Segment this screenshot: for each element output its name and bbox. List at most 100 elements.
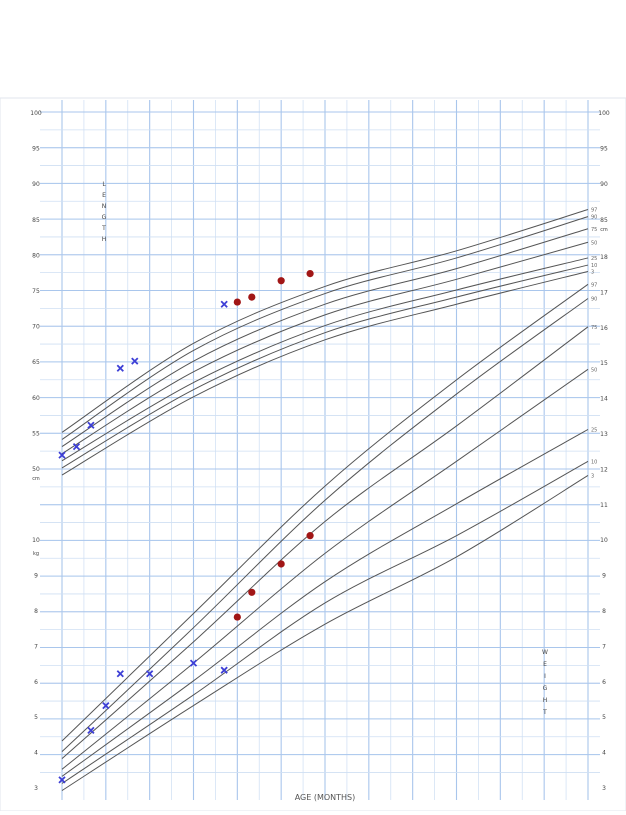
weight-percentile-label: 10	[591, 459, 597, 465]
weight-percentile-label: 75	[591, 325, 597, 331]
length-curve-p50	[61, 241, 589, 455]
weight-vertical-letter: T	[542, 709, 547, 716]
length-left-tick-label: 60	[32, 395, 40, 402]
weight-percentile-label: 90	[591, 296, 597, 302]
length-curve-p97	[61, 209, 589, 433]
length-percentile-label: 75	[591, 227, 597, 233]
weight-vertical-letter: H	[543, 697, 548, 704]
length-left-tick-label: 85	[32, 217, 40, 224]
length-left-tick-label: 100	[30, 110, 42, 117]
weight-percentile-label: 50	[591, 367, 597, 373]
length-percentile-label: 3	[591, 269, 594, 275]
length-right-tick-label: 95	[600, 146, 608, 153]
weight-left-tick-label: 6	[34, 679, 38, 686]
length-data-point-blue	[220, 300, 228, 308]
length-data-point-blue	[72, 442, 81, 451]
weight-curve-p75	[61, 326, 589, 760]
weight-curve-p97	[61, 283, 589, 742]
marker-stroke	[58, 776, 66, 784]
length-curve-p25	[61, 257, 589, 462]
length-left-tick-label: 70	[32, 324, 40, 331]
weight-data-point-red	[248, 588, 256, 596]
marker-stroke	[189, 659, 198, 667]
weight-unit-label: kg	[33, 551, 39, 557]
weight-data-point-blue	[220, 666, 228, 674]
length-right-unit-label: cm	[600, 227, 608, 233]
length-unit-label: cm	[32, 476, 40, 482]
weight-vertical-letter: G	[543, 685, 548, 692]
weight-vertical-letter: I	[544, 673, 546, 680]
length-vertical-letter: H	[102, 236, 107, 243]
length-vertical-letter: T	[101, 225, 106, 232]
weight-data-point-red	[306, 532, 314, 540]
marker-stroke	[87, 726, 95, 734]
length-data-point-blue	[116, 364, 124, 372]
length-right-tick-label: 100	[598, 110, 610, 117]
weight-data-point-blue	[116, 670, 124, 678]
weight-curve-p25	[61, 429, 589, 777]
marker-stroke	[220, 300, 228, 308]
weight-left-tick-label: 9	[34, 573, 38, 580]
length-left-tick-label: 65	[32, 359, 40, 366]
marker-stroke	[116, 364, 124, 372]
weight-right-tick-label: 18	[600, 254, 608, 261]
weight-data-point-red	[277, 560, 285, 568]
length-right-tick-label: 90	[600, 181, 608, 188]
marker-stroke	[87, 421, 95, 429]
length-left-tick-label: 75	[32, 288, 40, 295]
weight-right-tick-label: 16	[600, 325, 608, 332]
marker-stroke	[58, 451, 66, 459]
length-data-point-red	[233, 298, 241, 306]
weight-left-tick-label: 3	[34, 785, 38, 792]
weight-right-tick-label: 13	[600, 431, 608, 438]
marker-stroke	[72, 442, 81, 451]
weight-right-tick-label: 12	[600, 466, 608, 473]
length-left-tick-label: 95	[32, 146, 40, 153]
weight-vertical-letter: W	[542, 649, 548, 656]
weight-right-tick-label: 8	[602, 608, 606, 615]
length-percentile-label: 10	[591, 263, 597, 269]
marker-stroke	[102, 701, 110, 710]
weight-data-point-blue	[146, 670, 154, 678]
weight-curve-p10	[61, 460, 589, 784]
weight-right-tick-label: 17	[600, 289, 608, 296]
length-curve-p90	[61, 216, 589, 440]
weight-right-tick-label: 6	[602, 679, 606, 686]
weight-right-tick-label: 7	[602, 643, 606, 650]
marker-stroke	[116, 670, 124, 678]
weight-left-tick-label: 7	[34, 643, 38, 650]
weight-curve-p3	[61, 475, 589, 791]
length-data-point-red	[248, 293, 256, 301]
length-data-point-red	[277, 277, 285, 285]
weight-right-tick-label: 14	[600, 396, 608, 403]
length-data-point-blue	[131, 357, 139, 365]
weight-right-tick-label: 11	[600, 502, 608, 509]
weight-percentile-label: 3	[591, 473, 594, 479]
weight-right-tick-label: 4	[602, 750, 606, 757]
length-percentile-label: 50	[591, 240, 597, 246]
length-right-tick-label: 85	[600, 217, 608, 224]
length-data-point-blue	[58, 451, 66, 459]
weight-data-point-red	[233, 613, 241, 621]
data-points	[58, 270, 314, 784]
grid	[40, 100, 600, 800]
length-curve-p10	[61, 264, 589, 469]
length-left-tick-label: 50	[32, 466, 40, 473]
weight-right-tick-label: 5	[602, 714, 606, 721]
marker-stroke	[131, 357, 139, 365]
length-data-point-blue	[87, 421, 95, 429]
weight-left-tick-label: 8	[34, 608, 38, 615]
x-axis-label: AGE (MONTHS)	[295, 793, 356, 802]
length-vertical-letter: G	[102, 214, 107, 221]
marker-stroke	[220, 666, 228, 674]
weight-percentile-label: 25	[591, 427, 597, 433]
length-percentile-label: 25	[591, 256, 597, 262]
marker-stroke	[146, 670, 154, 678]
weight-percentile-label: 97	[591, 282, 597, 288]
percentile-curves	[61, 209, 589, 791]
weight-data-point-blue	[189, 659, 198, 667]
length-percentile-label: 97	[591, 208, 597, 214]
